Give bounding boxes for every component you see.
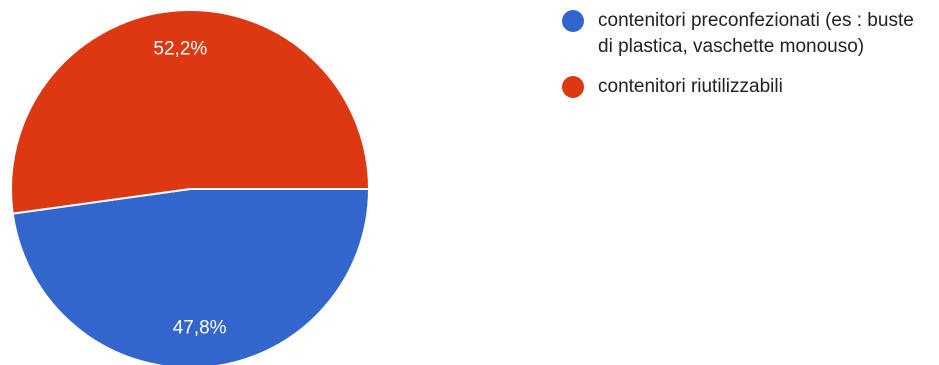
legend-swatch-red bbox=[562, 76, 584, 98]
slice-label-contenitori-preconfezionati: 47,8% bbox=[173, 317, 227, 338]
pie-chart: 47,8% 52,2% bbox=[10, 9, 371, 365]
slice-label-contenitori-riutilizzabili: 52,2% bbox=[153, 39, 207, 60]
pie-slice-contenitori-preconfezionati[interactable] bbox=[11, 188, 371, 365]
legend-item-contenitori-riutilizzabili[interactable]: contenitori riutilizzabili bbox=[562, 74, 932, 100]
legend-label: contenitori riutilizzabili bbox=[598, 76, 783, 97]
legend-item-contenitori-preconfezionati[interactable]: contenitori preconfezionati (es : buste … bbox=[562, 8, 932, 60]
chart-legend: contenitori preconfezionati (es : buste … bbox=[562, 8, 932, 114]
legend-label: contenitori preconfezionati (es : buste … bbox=[598, 10, 914, 57]
legend-swatch-blue bbox=[562, 10, 584, 32]
pie-slice-contenitori-riutilizzabili[interactable] bbox=[10, 9, 371, 215]
